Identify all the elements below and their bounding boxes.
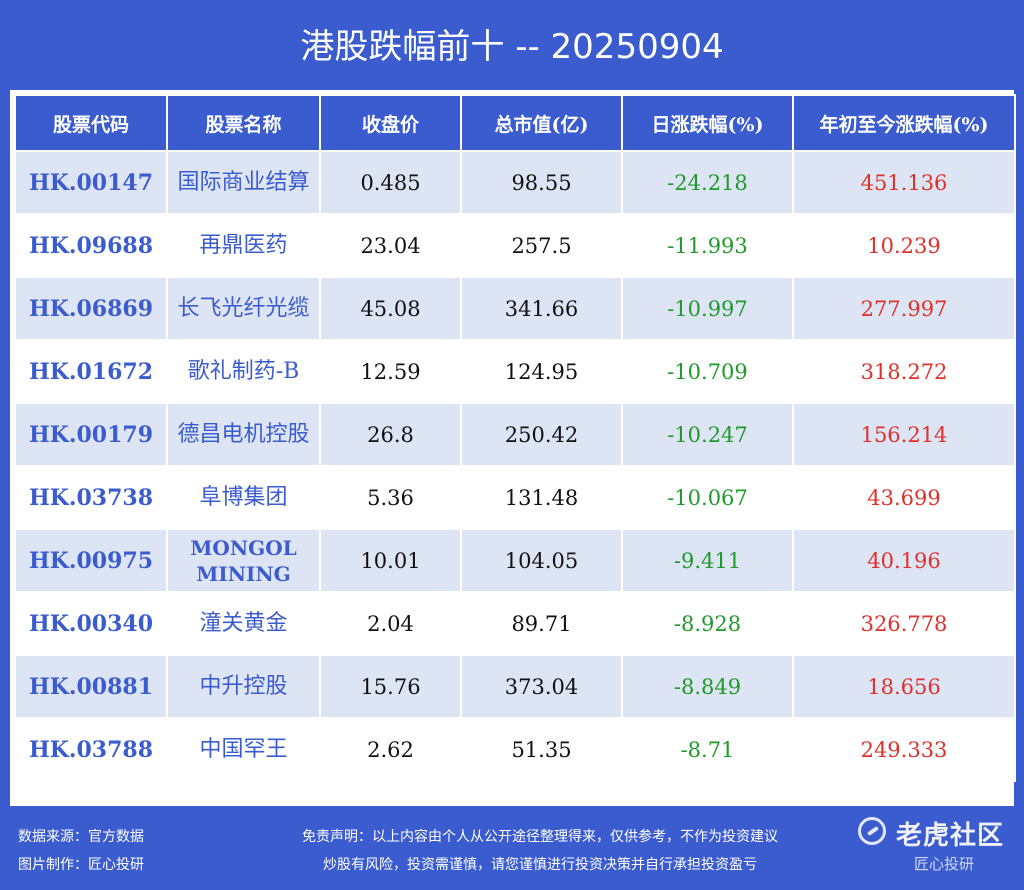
market-cap: 341.66 [460, 276, 623, 341]
stock-code: HK.00881 [14, 654, 168, 719]
close-price: 45.08 [319, 276, 462, 341]
daily-change: -8.928 [621, 591, 794, 656]
table-row: HK.00975 MONGOL MINING 10.01 104.05 -9.4… [14, 528, 1016, 593]
header-ytd-change: 年初至今涨跌幅(%) [792, 94, 1016, 152]
ytd-change: 277.997 [792, 276, 1016, 341]
table-row: HK.00340 潼关黄金 2.04 89.71 -8.928 326.778 [14, 591, 1016, 656]
daily-change: -8.71 [621, 717, 794, 782]
daily-change: -10.067 [621, 465, 794, 530]
stock-code: HK.01672 [14, 339, 168, 404]
close-price: 15.76 [319, 654, 462, 719]
table-row: HK.09688 再鼎医药 23.04 257.5 -11.993 10.239 [14, 213, 1016, 278]
ytd-change: 451.136 [792, 150, 1016, 215]
market-cap: 250.42 [460, 402, 623, 467]
table-row: HK.03788 中国罕王 2.62 51.35 -8.71 249.333 [14, 717, 1016, 782]
close-price: 0.485 [319, 150, 462, 215]
market-cap: 124.95 [460, 339, 623, 404]
stock-code: HK.09688 [14, 213, 168, 278]
footer-disclaimer: 免责声明：以上内容由个人从公开途径整理得来，仅供参考，不作为投资建议 炒股有风险… [250, 823, 830, 879]
table-row: HK.03738 阜博集团 5.36 131.48 -10.067 43.699 [14, 465, 1016, 530]
daily-change: -10.709 [621, 339, 794, 404]
data-source-text: 数据来源：官方数据 [18, 829, 144, 845]
stock-code: HK.03788 [14, 717, 168, 782]
close-price: 23.04 [319, 213, 462, 278]
table-header-row: 股票代码 股票名称 收盘价 总市值(亿) 日涨跌幅(%) 年初至今涨跌幅(%) [14, 94, 1016, 152]
stock-code: HK.00147 [14, 150, 168, 215]
stock-name: 再鼎医药 [166, 213, 321, 278]
watermark-author: 匠心投研 [914, 855, 975, 873]
ytd-change: 156.214 [792, 402, 1016, 467]
market-cap: 89.71 [460, 591, 623, 656]
watermark-brand: 老虎社区 [896, 821, 1005, 851]
table-row: HK.00179 德昌电机控股 26.8 250.42 -10.247 156.… [14, 402, 1016, 467]
daily-change: -24.218 [621, 150, 794, 215]
ytd-change: 326.778 [792, 591, 1016, 656]
ytd-change: 18.656 [792, 654, 1016, 719]
close-price: 10.01 [319, 528, 462, 593]
market-cap: 98.55 [460, 150, 623, 215]
header-stock-name: 股票名称 [166, 94, 321, 152]
losers-table: 股票代码 股票名称 收盘价 总市值(亿) 日涨跌幅(%) 年初至今涨跌幅(%) … [14, 94, 1016, 782]
stock-name: 潼关黄金 [166, 591, 321, 656]
close-price: 26.8 [319, 402, 462, 467]
stock-code: HK.06869 [14, 276, 168, 341]
close-price: 2.04 [319, 591, 462, 656]
header-market-cap: 总市值(亿) [460, 94, 623, 152]
table-row: HK.06869 长飞光纤光缆 45.08 341.66 -10.997 277… [14, 276, 1016, 341]
stock-name: 中升控股 [166, 654, 321, 719]
ytd-change: 40.196 [792, 528, 1016, 593]
daily-change: -9.411 [621, 528, 794, 593]
footer-credits: 数据来源：官方数据 图片制作：匠心投研 [18, 823, 144, 879]
stock-code: HK.00340 [14, 591, 168, 656]
stock-name: MONGOL MINING [166, 528, 321, 593]
stock-name: 阜博集团 [166, 465, 321, 530]
market-cap: 257.5 [460, 213, 623, 278]
disclaimer-line-1: 免责声明：以上内容由个人从公开途径整理得来，仅供参考，不作为投资建议 [302, 829, 778, 845]
stock-name: 歌礼制药-B [166, 339, 321, 404]
table-row: HK.01672 歌礼制药-B 12.59 124.95 -10.709 318… [14, 339, 1016, 404]
watermark: 老虎社区 匠心投研 [850, 817, 1020, 887]
market-cap: 373.04 [460, 654, 623, 719]
close-price: 5.36 [319, 465, 462, 530]
stock-code: HK.03738 [14, 465, 168, 530]
image-maker-text: 图片制作：匠心投研 [18, 857, 144, 873]
market-cap: 104.05 [460, 528, 623, 593]
stock-code: HK.00975 [14, 528, 168, 593]
tiger-community-logo-icon [858, 817, 886, 845]
header-daily-change: 日涨跌幅(%) [621, 94, 794, 152]
table-row: HK.00881 中升控股 15.76 373.04 -8.849 18.656 [14, 654, 1016, 719]
daily-change: -10.997 [621, 276, 794, 341]
losers-table-container: 股票代码 股票名称 收盘价 总市值(亿) 日涨跌幅(%) 年初至今涨跌幅(%) … [10, 90, 1016, 806]
header-close-price: 收盘价 [319, 94, 462, 152]
ytd-change: 249.333 [792, 717, 1016, 782]
stock-name: 中国罕王 [166, 717, 321, 782]
header-stock-code: 股票代码 [14, 94, 168, 152]
close-price: 2.62 [319, 717, 462, 782]
ytd-change: 43.699 [792, 465, 1016, 530]
stock-code: HK.00179 [14, 402, 168, 467]
table-row: HK.00147 国际商业结算 0.485 98.55 -24.218 451.… [14, 150, 1016, 215]
ytd-change: 318.272 [792, 339, 1016, 404]
market-cap: 51.35 [460, 717, 623, 782]
disclaimer-line-2: 炒股有风险，投资需谨慎，请您谨慎进行投资决策并自行承担投资盈亏 [323, 857, 757, 873]
market-cap: 131.48 [460, 465, 623, 530]
stock-name: 长飞光纤光缆 [166, 276, 321, 341]
stock-name: 国际商业结算 [166, 150, 321, 215]
daily-change: -8.849 [621, 654, 794, 719]
page-title: 港股跌幅前十 -- 20250904 [300, 27, 724, 67]
daily-change: -11.993 [621, 213, 794, 278]
stock-name: 德昌电机控股 [166, 402, 321, 467]
footer: 数据来源：官方数据 图片制作：匠心投研 免责声明：以上内容由个人从公开途径整理得… [0, 815, 1024, 890]
close-price: 12.59 [319, 339, 462, 404]
ytd-change: 10.239 [792, 213, 1016, 278]
daily-change: -10.247 [621, 402, 794, 467]
